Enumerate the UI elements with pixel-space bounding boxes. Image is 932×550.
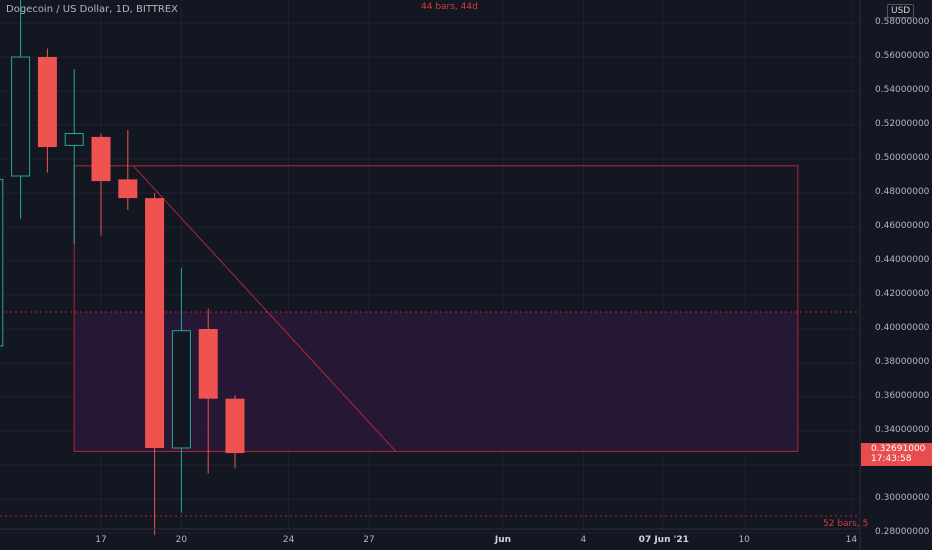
rectangle-drawing [73,165,799,452]
chart-title: Dogecoin / US Dollar, 1D, BITTREX [6,4,178,15]
candle-body [11,56,31,177]
time-scale-label: 07 Jun '21 [638,535,689,545]
price-scale-label: 0.36000000 [875,391,930,401]
price-scale-label: 0.52000000 [875,119,930,129]
time-scale-label: 24 [282,535,295,545]
trend-line [132,165,397,452]
time-scale-label: 20 [175,535,188,545]
price-scale-label: 0.30000000 [875,493,930,503]
price-scale-label: 0.56000000 [875,51,930,61]
candle-body [225,398,245,454]
time-scale-label: 4 [580,535,587,545]
grid [0,0,860,534]
price-scale-label: 0.34000000 [875,425,930,435]
price-scale-label: 0.42000000 [875,289,930,299]
price-scale-label: 0.54000000 [875,85,930,95]
time-scale-label: 17 [95,535,107,545]
candle [225,395,245,469]
candle-body [145,198,165,448]
candle [11,0,31,219]
candle-body [171,330,191,449]
candle [118,130,138,210]
bar-countdown: 17:43:58 [871,454,912,464]
candle-body [0,178,4,347]
time-scale-label: 27 [363,535,375,545]
price-scale-label: 0.40000000 [875,323,930,333]
candle [171,267,191,513]
candle-body [118,179,138,199]
time-scale-label: 10 [738,535,750,545]
last-price-tag: 0.32691000 17:43:58 [861,443,932,466]
candle-body [198,329,218,399]
price-scale-label: 0.28000000 [875,527,930,537]
drawings [0,165,860,517]
candle [37,48,57,173]
time-scale-label: Jun [494,535,512,545]
time-scale-label: 14 [845,535,858,545]
price-scale-label: 0.44000000 [875,255,930,265]
candle [64,68,84,244]
bars-range-label-bottom: 52 bars, 5 [823,519,869,529]
candle-body [91,136,111,182]
last-price-value: 0.32691000 [871,444,926,454]
candle [91,133,111,236]
currency-button[interactable]: USD [887,4,915,18]
candles [0,0,245,535]
zone-fill [74,312,798,452]
bars-range-label-top: 44 bars, 44d [421,2,478,12]
price-scale-label: 0.38000000 [875,357,930,367]
price-scale-label: 0.50000000 [875,153,930,163]
price-scale-label: 0.48000000 [875,187,930,197]
candle [145,193,165,535]
candle-body [64,133,84,146]
candle-body [37,57,57,148]
candle [198,308,218,474]
candle [0,178,4,347]
price-scale-label: 0.58000000 [875,17,930,27]
price-scale-label: 0.46000000 [875,221,930,231]
